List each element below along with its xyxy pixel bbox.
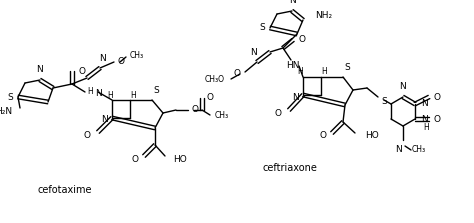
Text: CH₃: CH₃ bbox=[215, 112, 229, 120]
Text: O: O bbox=[192, 105, 199, 114]
Text: S: S bbox=[381, 97, 387, 107]
Text: N: N bbox=[396, 145, 402, 154]
Text: HO: HO bbox=[173, 155, 187, 163]
Text: S: S bbox=[344, 63, 350, 72]
Text: HO: HO bbox=[365, 132, 379, 140]
Text: H: H bbox=[423, 122, 429, 132]
Text: S: S bbox=[7, 93, 13, 101]
Text: NH₂: NH₂ bbox=[315, 10, 332, 19]
Text: CH₃: CH₃ bbox=[412, 145, 426, 155]
Text: N: N bbox=[251, 48, 257, 57]
Text: N: N bbox=[290, 0, 296, 5]
Text: H: H bbox=[321, 68, 327, 76]
Text: N: N bbox=[100, 54, 106, 63]
Text: N: N bbox=[36, 65, 44, 74]
Text: H: H bbox=[130, 91, 136, 99]
Text: O: O bbox=[299, 35, 306, 45]
Text: CH₃: CH₃ bbox=[130, 50, 144, 60]
Text: H: H bbox=[87, 87, 93, 97]
Text: HN: HN bbox=[286, 60, 300, 70]
Text: N: N bbox=[101, 116, 108, 124]
Text: N: N bbox=[292, 93, 299, 101]
Text: O: O bbox=[320, 132, 327, 140]
Text: N: N bbox=[421, 99, 428, 109]
Text: CH₃O: CH₃O bbox=[205, 76, 225, 85]
Text: O: O bbox=[132, 155, 139, 163]
Text: H: H bbox=[107, 91, 113, 99]
Text: N: N bbox=[95, 89, 102, 97]
Text: O: O bbox=[79, 66, 86, 76]
Text: H₂N: H₂N bbox=[0, 107, 12, 116]
Text: O: O bbox=[275, 109, 282, 118]
Text: O: O bbox=[434, 114, 441, 124]
Text: O: O bbox=[234, 68, 241, 78]
Text: N: N bbox=[421, 114, 428, 124]
Text: ceftriaxone: ceftriaxone bbox=[263, 163, 318, 173]
Text: O: O bbox=[207, 93, 214, 103]
Text: cefotaxime: cefotaxime bbox=[38, 185, 92, 195]
Text: H: H bbox=[297, 68, 303, 76]
Text: O: O bbox=[118, 56, 125, 66]
Text: O: O bbox=[434, 93, 441, 101]
Text: O: O bbox=[84, 130, 91, 140]
Text: N: N bbox=[400, 82, 406, 91]
Text: S: S bbox=[153, 86, 159, 95]
Text: S: S bbox=[259, 23, 265, 33]
